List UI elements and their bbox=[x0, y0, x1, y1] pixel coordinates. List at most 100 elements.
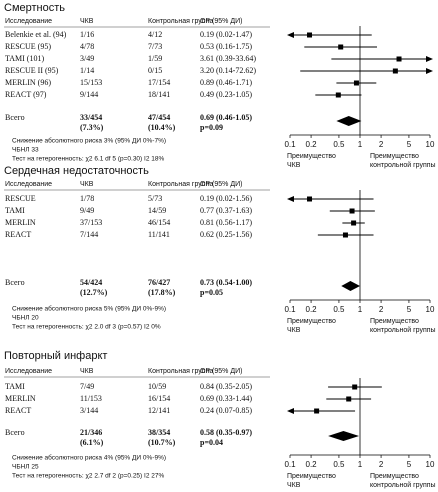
total-treatment: 33/454 bbox=[80, 113, 102, 122]
study-name: TAMI bbox=[5, 382, 25, 391]
x-tick-label: 0.2 bbox=[306, 140, 318, 149]
total-control-pct: (17.8%) bbox=[148, 288, 176, 297]
panel-title: Повторный инфаркт bbox=[4, 350, 107, 362]
column-header: Исследование bbox=[5, 181, 52, 188]
plot-clip bbox=[290, 34, 430, 96]
x-tick-label: 0.2 bbox=[306, 305, 318, 314]
treatment-events: 1/78 bbox=[80, 194, 94, 203]
total-label: Всего bbox=[5, 428, 25, 437]
control-events: 7/73 bbox=[148, 42, 162, 51]
control-events: 46/154 bbox=[148, 218, 170, 227]
x-tick-label: 0.1 bbox=[284, 140, 296, 149]
column-header: ОР (95% ДИ) bbox=[200, 18, 242, 25]
study-name: TAMI (101) bbox=[5, 54, 44, 63]
x-tick-label: 0.5 bbox=[333, 140, 345, 149]
treatment-events: 3/49 bbox=[80, 54, 94, 63]
point-estimate bbox=[392, 68, 398, 74]
x-tick-label: 0.1 bbox=[284, 460, 296, 469]
footnote: Тест на гетерогенность: χ2 2.7 df 2 (p=0… bbox=[12, 473, 164, 480]
total-p-value: p=0.04 bbox=[200, 438, 223, 447]
study-name: MERLIN bbox=[5, 218, 36, 227]
risk-ratio-label: 3.20 (0.14-72.62) bbox=[200, 66, 256, 75]
point-estimate bbox=[349, 208, 355, 214]
column-header: ОР (95% ДИ) bbox=[200, 181, 242, 188]
study-name: RESCUE (95) bbox=[5, 42, 51, 51]
point-estimate bbox=[307, 32, 313, 38]
control-events: 11/141 bbox=[148, 230, 170, 239]
control-events: 12/141 bbox=[148, 406, 170, 415]
x-tick-label: 2 bbox=[379, 305, 384, 314]
x-label-left: ЧКВ bbox=[287, 327, 301, 334]
x-label-right: Преимущество bbox=[370, 153, 419, 160]
control-events: 5/73 bbox=[148, 194, 162, 203]
treatment-events: 9/49 bbox=[80, 206, 94, 215]
column-header: ЧКВ bbox=[80, 368, 94, 375]
column-header: Контрольная группа bbox=[148, 18, 213, 25]
column-header: Исследование bbox=[5, 368, 52, 375]
study-name: RESCUE II (95) bbox=[5, 66, 59, 75]
risk-ratio-label: 0.81 (0.56-1.17) bbox=[200, 218, 252, 227]
x-tick-label: 0.1 bbox=[284, 305, 296, 314]
study-name: MERLIN bbox=[5, 394, 36, 403]
control-events: 16/154 bbox=[148, 394, 170, 403]
study-name: REACT bbox=[5, 230, 31, 239]
footnote: Тест на гетерогенность: χ2 6.1 df 5 (p=0… bbox=[12, 156, 164, 163]
risk-ratio-label: 0.49 (0.23-1.05) bbox=[200, 90, 252, 99]
study-name: REACT (97) bbox=[5, 90, 47, 99]
total-label: Всего bbox=[5, 113, 25, 122]
column-header: ЧКВ bbox=[80, 181, 94, 188]
x-tick-label: 10 bbox=[426, 305, 435, 314]
study-name: Belenkie et al. (94) bbox=[5, 30, 67, 39]
study-name: REACT bbox=[5, 406, 31, 415]
risk-ratio-label: 0.77 (0.37-1.63) bbox=[200, 206, 252, 215]
treatment-events: 11/153 bbox=[80, 394, 102, 403]
x-label-right: контрольной группы bbox=[370, 326, 436, 334]
panel-title: Смертность bbox=[4, 2, 65, 14]
footnote: Снижение абсолютного риска 4% (95% ДИ 0%… bbox=[12, 454, 166, 462]
total-treatment-pct: (7.3%) bbox=[80, 123, 104, 132]
point-estimate bbox=[351, 220, 357, 226]
treatment-events: 7/144 bbox=[80, 230, 98, 239]
x-tick-label: 10 bbox=[426, 460, 435, 469]
total-treatment-pct: (6.1%) bbox=[80, 438, 104, 447]
x-label-right: Преимущество bbox=[370, 473, 419, 480]
risk-ratio-label: 0.69 (0.33-1.44) bbox=[200, 394, 252, 403]
x-tick-label: 1 bbox=[358, 460, 363, 469]
point-estimate bbox=[338, 44, 344, 50]
treatment-events: 1/16 bbox=[80, 30, 94, 39]
total-treatment: 21/346 bbox=[80, 428, 102, 437]
control-events: 1/59 bbox=[148, 54, 162, 63]
arrow-right bbox=[426, 68, 433, 74]
point-estimate bbox=[352, 384, 358, 390]
x-tick-label: 0.2 bbox=[306, 460, 318, 469]
x-tick-label: 1 bbox=[358, 305, 363, 314]
treatment-events: 15/153 bbox=[80, 78, 102, 87]
control-events: 0/15 bbox=[148, 66, 162, 75]
risk-ratio-label: 0.62 (0.25-1.56) bbox=[200, 230, 252, 239]
arrow-left bbox=[287, 408, 294, 414]
arrow-left bbox=[287, 196, 294, 202]
total-control-pct: (10.7%) bbox=[148, 438, 176, 447]
footnote: Тест на гетерогенность: χ2 2.0 df 3 (p=0… bbox=[12, 324, 161, 331]
x-tick-label: 1 bbox=[358, 140, 363, 149]
pooled-estimate bbox=[336, 116, 362, 126]
column-header: Исследование bbox=[5, 18, 52, 25]
treatment-events: 9/144 bbox=[80, 90, 98, 99]
x-tick-label: 10 bbox=[426, 140, 435, 149]
total-control: 76/427 bbox=[148, 278, 170, 287]
arrow-right bbox=[426, 56, 433, 62]
x-tick-label: 5 bbox=[407, 305, 412, 314]
x-label-right: контрольной группы bbox=[370, 481, 436, 489]
treatment-events: 3/144 bbox=[80, 406, 98, 415]
column-header: Контрольная группа bbox=[148, 181, 213, 188]
plot-clip bbox=[290, 198, 375, 236]
footnote: ЧБНЛ 33 bbox=[12, 147, 39, 154]
footnote: Снижение абсолютного риска 5% (95% ДИ 0%… bbox=[12, 305, 166, 313]
x-tick-label: 2 bbox=[379, 140, 384, 149]
x-label-right: Преимущество bbox=[370, 318, 419, 325]
total-control: 47/454 bbox=[148, 113, 170, 122]
footnote: ЧБНЛ 25 bbox=[12, 464, 39, 471]
total-control-pct: (10.4%) bbox=[148, 123, 176, 132]
control-events: 4/12 bbox=[148, 30, 162, 39]
x-label-right: контрольной группы bbox=[370, 161, 436, 169]
